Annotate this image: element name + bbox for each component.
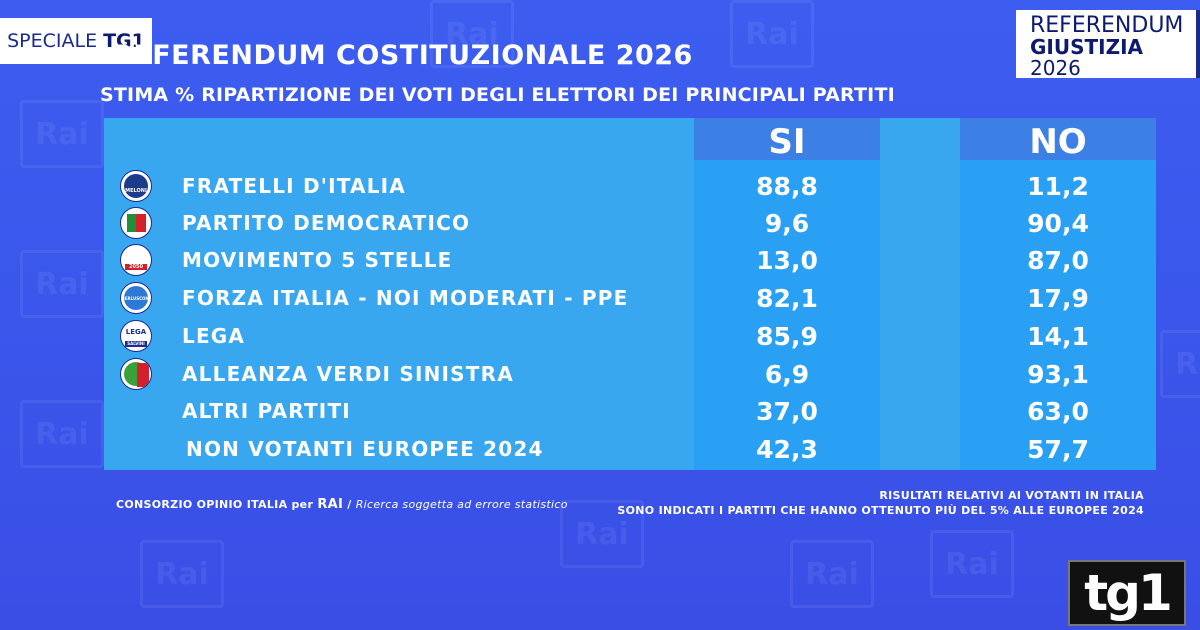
no-value: 93,1 — [1027, 360, 1089, 389]
page-title: REFERENDUM COSTITUZIONALE 2026 — [112, 40, 693, 71]
table-row: PARTITO DEMOCRATICO 9,6 90,4 — [104, 205, 1156, 242]
rai-watermark: Rai — [20, 400, 104, 468]
table-row: MELONI FRATELLI D'ITALIA 88,8 11,2 — [104, 168, 1156, 205]
rai-watermark: Rai — [560, 500, 644, 568]
party-name: FORZA ITALIA - NOI MODERATI - PPE — [182, 286, 629, 310]
avs-logo-icon — [120, 358, 152, 390]
refbox-line2: GIUSTIZIA 2026 — [1030, 37, 1196, 79]
m5s-logo-icon: 2050 — [120, 244, 152, 276]
footer-rai: RAI — [317, 497, 344, 512]
rai-watermark: Rai — [430, 0, 514, 68]
refbox-line1: REFERENDUM — [1030, 13, 1184, 38]
rai-watermark: Rai — [20, 100, 104, 168]
si-value: 13,0 — [756, 246, 818, 275]
source-footer: CONSORZIO OPINIO ITALIA per RAI / Ricerc… — [116, 497, 568, 512]
table-row: ALTRI PARTITI 37,0 63,0 — [104, 393, 1156, 430]
no-value: 11,2 — [1027, 172, 1089, 201]
lega-logo-subtext: SALVINI — [127, 341, 145, 346]
no-value: 57,7 — [1027, 435, 1089, 464]
lega-logo-icon: LEGA SALVINI — [120, 320, 152, 352]
no-column-background — [960, 118, 1156, 470]
no-value: 14,1 — [1027, 322, 1089, 351]
si-header: SI — [768, 122, 806, 162]
speciale-tg1-badge: SPECIALE TG1 — [0, 18, 152, 64]
badge-prefix: SPECIALE — [7, 30, 98, 52]
fi-logo-icon: BERLUSCONI — [120, 282, 152, 314]
party-name: FRATELLI D'ITALIA — [182, 174, 406, 198]
si-header-band — [694, 118, 880, 160]
footer-note-line1: RISULTATI RELATIVI AI VOTANTI IN ITALIA — [879, 489, 1144, 502]
footer-source-text: CONSORZIO OPINIO ITALIA per — [116, 498, 318, 511]
tg1-logo: tg1 — [1068, 560, 1186, 626]
party-name: ALTRI PARTITI — [182, 399, 351, 423]
table-row: ALLEANZA VERDI SINISTRA 6,9 93,1 — [104, 356, 1156, 393]
party-name: LEGA — [182, 324, 246, 348]
si-value: 85,9 — [756, 322, 818, 351]
party-name: MOVIMENTO 5 STELLE — [182, 248, 453, 272]
badge-brand: TG1 — [103, 30, 145, 52]
table-row: 2050 MOVIMENTO 5 STELLE 13,0 87,0 — [104, 242, 1156, 279]
si-value: 37,0 — [756, 397, 818, 426]
si-value: 82,1 — [756, 284, 818, 313]
fdi-logo-text: MELONI — [125, 188, 147, 194]
lega-logo-text: LEGA — [125, 328, 147, 336]
refbox-line2b: 2026 — [1030, 56, 1081, 81]
si-value: 42,3 — [756, 435, 818, 464]
footer-separator: / — [343, 498, 356, 511]
pd-logo-icon — [120, 207, 152, 239]
rai-watermark: Rai — [140, 540, 224, 608]
footer-note-line2: SONO INDICATI I PARTITI CHE HANNO OTTENU… — [617, 504, 1144, 517]
no-header: NO — [1029, 122, 1087, 162]
party-name: NON VOTANTI EUROPEE 2024 — [186, 437, 544, 461]
rai-watermark: Rai — [730, 0, 814, 68]
no-value: 87,0 — [1027, 246, 1089, 275]
referendum-giustizia-box: REFERENDUM GIUSTIZIA 2026 — [1016, 10, 1200, 79]
m5s-logo-text: 2050 — [129, 264, 143, 270]
rai-watermark: Rai — [790, 540, 874, 608]
table-row: LEGA SALVINI LEGA 85,9 14,1 — [104, 318, 1156, 355]
si-column-background — [694, 118, 880, 470]
no-value: 63,0 — [1027, 397, 1089, 426]
footer-note: Ricerca soggetta ad errore statistico — [355, 498, 568, 511]
rai-watermark: Rai — [1160, 330, 1200, 398]
party-name: PARTITO DEMOCRATICO — [182, 211, 471, 235]
fi-logo-text: BERLUSCONI — [121, 296, 151, 301]
party-name: ALLEANZA VERDI SINISTRA — [182, 362, 514, 386]
no-value: 17,9 — [1027, 284, 1089, 313]
no-value: 90,4 — [1027, 209, 1089, 238]
rai-watermark: Rai — [930, 530, 1014, 598]
no-header-band — [960, 118, 1156, 160]
page-subtitle: STIMA % RIPARTIZIONE DEI VOTI DEGLI ELET… — [100, 84, 895, 106]
rai-watermark: Rai — [20, 250, 104, 318]
refbox-line2a: GIUSTIZIA — [1030, 35, 1144, 60]
notes-footer: RISULTATI RELATIVI AI VOTANTI IN ITALIA … — [617, 488, 1144, 518]
si-value: 9,6 — [764, 209, 810, 238]
si-value: 88,8 — [756, 172, 818, 201]
table-row: BERLUSCONI FORZA ITALIA - NOI MODERATI -… — [104, 280, 1156, 317]
table-row: NON VOTANTI EUROPEE 2024 42,3 57,7 — [104, 431, 1156, 468]
si-value: 6,9 — [764, 360, 810, 389]
fdi-logo-icon: MELONI — [120, 170, 152, 202]
